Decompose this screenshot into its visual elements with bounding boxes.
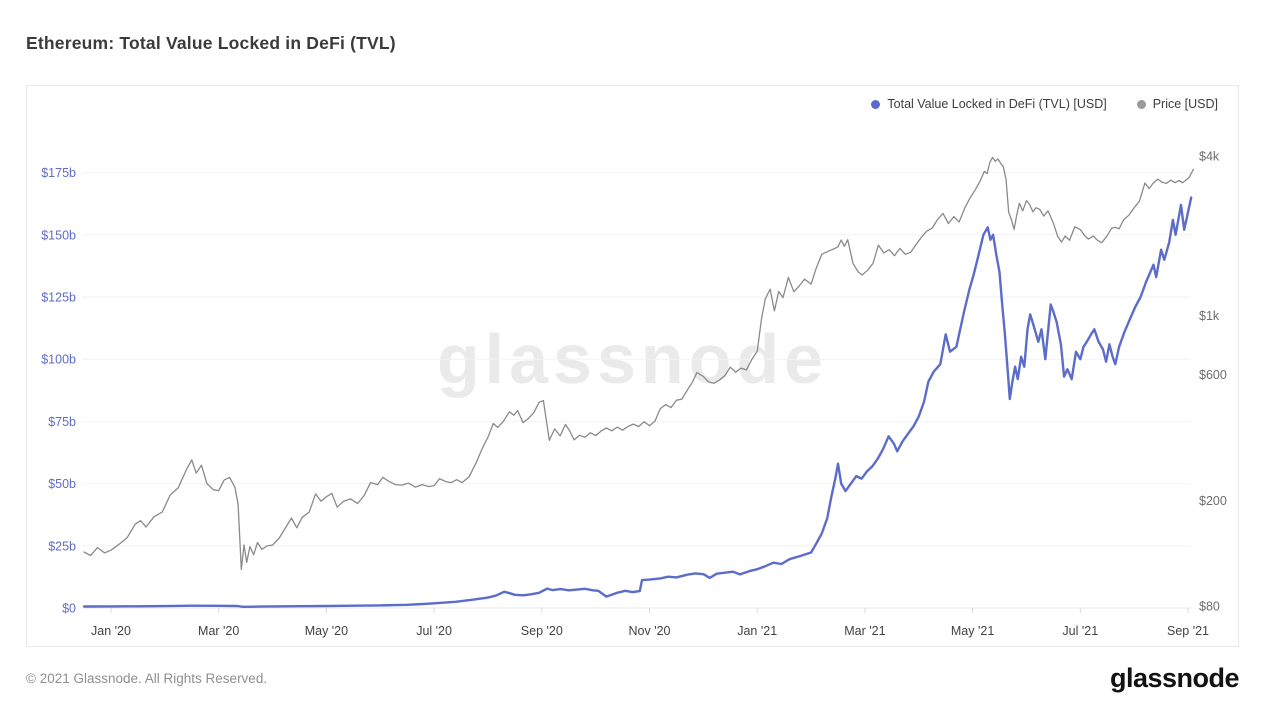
glassnode-logo: glassnode (1109, 663, 1240, 693)
chart-card: Total Value Locked in DeFi (TVL) [USD] P… (26, 85, 1239, 647)
page-title: Ethereum: Total Value Locked in DeFi (TV… (26, 33, 396, 53)
tvl-line (82, 196, 1193, 608)
x-axis-label: Sep '20 (521, 624, 563, 638)
tvl-series-dot-icon (871, 99, 881, 109)
x-axis-label: May '21 (951, 624, 994, 638)
price-series-dot-icon (1136, 99, 1146, 109)
legend-label-price: Price [USD] (1152, 97, 1218, 111)
legend-label-tvl: Total Value Locked in DeFi (TVL) [USD] (887, 97, 1107, 111)
legend-item-tvl[interactable]: Total Value Locked in DeFi (TVL) [USD] (871, 97, 1107, 111)
x-axis-label: Jul '20 (416, 624, 452, 638)
right-axis-label: $1k (1199, 309, 1220, 323)
tvl-price-chart[interactable]: $0 $25b $50b $75b $100b $125b $150b $175b $80 $20… (27, 86, 1238, 646)
right-axis-label: $600 (1199, 368, 1227, 382)
right-axis-label: $80 (1199, 600, 1220, 614)
x-axis-label: Mar '21 (844, 624, 885, 638)
left-axis-label: $125b (41, 291, 76, 305)
price-line (83, 156, 1195, 571)
legend-item-price[interactable]: Price [USD] (1136, 97, 1218, 111)
x-axis-label: May '20 (305, 624, 348, 638)
copyright-text: © 2021 Glassnode. All Rights Reserved. (26, 671, 268, 686)
left-axis-label: $50b (48, 477, 76, 491)
x-axis-label: Nov '20 (629, 624, 671, 638)
x-axis-label: Sep '21 (1167, 624, 1209, 638)
chart-legend: Total Value Locked in DeFi (TVL) [USD] P… (871, 97, 1218, 111)
x-axis-label: Jul '21 (1062, 624, 1098, 638)
left-axis-label: $25b (48, 539, 76, 553)
left-axis-label: $100b (41, 353, 76, 367)
left-axis-label: $150b (41, 228, 76, 242)
left-axis-label: $175b (41, 166, 76, 180)
x-axis-label: Jan '21 (737, 624, 777, 638)
right-axis-label: $200 (1199, 494, 1227, 508)
left-axis-label: $0 (62, 602, 76, 616)
right-axis-label: $4k (1199, 150, 1220, 164)
x-axis-label: Mar '20 (198, 624, 239, 638)
left-axis-label: $75b (48, 415, 76, 429)
x-axis-label: Jan '20 (91, 624, 131, 638)
